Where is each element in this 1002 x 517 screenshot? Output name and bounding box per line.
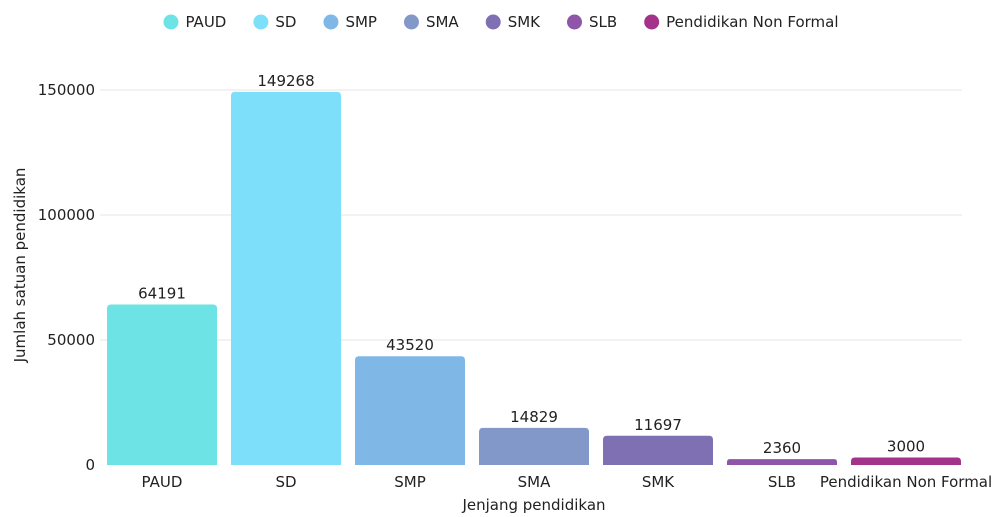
legend-swatch bbox=[163, 14, 179, 30]
legend-item-paud[interactable]: PAUD bbox=[163, 13, 226, 31]
x-tick-label-pendidikan-non-formal: Pendidikan Non Formal bbox=[820, 473, 992, 491]
gridlines bbox=[100, 89, 962, 341]
bars bbox=[107, 91, 961, 466]
y-tick-label: 150000 bbox=[38, 81, 95, 99]
legend-item-sma[interactable]: SMA bbox=[403, 13, 459, 31]
legend-item-sd[interactable]: SD bbox=[253, 13, 296, 31]
data-labels: 64191 149268 43520 14829 11697 2360 3000 bbox=[138, 72, 925, 457]
legend-label: PAUD bbox=[185, 13, 226, 31]
y-axis-title: Jumlah satuan pendidikan bbox=[11, 168, 29, 364]
bar-paud[interactable] bbox=[107, 304, 217, 465]
x-tick-label-smp: SMP bbox=[394, 473, 426, 491]
legend-swatch bbox=[567, 14, 583, 30]
x-tick-label-sma: SMA bbox=[518, 473, 551, 491]
legend-item-smp[interactable]: SMP bbox=[323, 13, 377, 31]
data-label-smp: 43520 bbox=[386, 336, 434, 354]
y-tick-label: 100000 bbox=[38, 206, 95, 224]
x-tick-label-paud: PAUD bbox=[142, 473, 183, 491]
legend-item-slb[interactable]: SLB bbox=[567, 13, 617, 31]
data-label-smk: 11697 bbox=[634, 416, 682, 434]
bar-pendidikan-non-formal[interactable] bbox=[851, 457, 961, 466]
bar-sma[interactable] bbox=[479, 427, 589, 465]
legend-item-smk[interactable]: SMK bbox=[485, 13, 541, 31]
data-label-sd: 149268 bbox=[257, 72, 314, 90]
legend-label: Pendidikan Non Formal bbox=[666, 13, 838, 31]
legend-swatch bbox=[323, 14, 339, 30]
bar-smp[interactable] bbox=[355, 356, 465, 465]
legend-label: SD bbox=[275, 13, 296, 31]
bar-slb[interactable] bbox=[727, 459, 837, 465]
data-label-sma: 14829 bbox=[510, 408, 558, 426]
legend-label: SMP bbox=[345, 13, 377, 31]
x-axis-ticks: PAUD SD SMP SMA SMK SLB Pendidikan Non Formal bbox=[142, 473, 993, 491]
data-label-pendidikan-non-formal: 3000 bbox=[887, 438, 925, 456]
legend[interactable]: PAUD SD SMP SMA SMK SLB Pendidikan Non Formal bbox=[163, 13, 839, 31]
y-axis-ticks: 0 50000 100000 150000 bbox=[38, 81, 95, 474]
y-tick-label: 0 bbox=[85, 456, 95, 474]
bar-smk[interactable] bbox=[603, 435, 713, 465]
x-axis-title: Jenjang pendidikan bbox=[461, 496, 605, 513]
x-tick-label-sd: SD bbox=[275, 473, 296, 491]
data-label-paud: 64191 bbox=[138, 285, 186, 303]
y-tick-label: 50000 bbox=[47, 331, 95, 349]
legend-label: SMA bbox=[426, 13, 459, 31]
legend-label: SLB bbox=[589, 13, 617, 31]
legend-swatch bbox=[403, 14, 419, 30]
legend-item-pendidikan-non-formal[interactable]: Pendidikan Non Formal bbox=[644, 13, 839, 31]
legend-label: SMK bbox=[508, 13, 541, 31]
x-tick-label-smk: SMK bbox=[642, 473, 675, 491]
legend-swatch bbox=[485, 14, 501, 30]
data-label-slb: 2360 bbox=[763, 439, 801, 457]
legend-swatch bbox=[253, 14, 269, 30]
legend-swatch bbox=[644, 14, 660, 30]
bar-sd[interactable] bbox=[231, 91, 341, 465]
x-tick-label-slb: SLB bbox=[768, 473, 796, 491]
